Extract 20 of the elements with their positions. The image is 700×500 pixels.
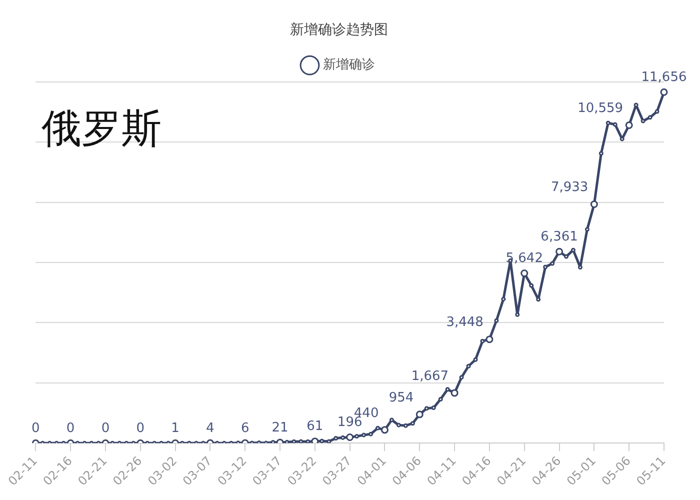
data-label: 5,642 — [506, 251, 543, 266]
chart-title: 新增确诊趋势图 — [290, 22, 388, 38]
data-label: 6 — [240, 420, 250, 436]
data-label: 3,448 — [446, 315, 484, 330]
data-label: 1 — [171, 421, 180, 436]
data-label: 4 — [206, 420, 214, 436]
data-label: 0 — [32, 421, 40, 436]
data-label: 10,559 — [578, 101, 624, 116]
data-label: 11,656 — [641, 70, 687, 86]
legend-label: 新增确诊 — [322, 58, 375, 73]
data-label: 1,667 — [411, 368, 449, 384]
data-label: 0 — [66, 421, 75, 436]
data-label: 6,361 — [540, 229, 578, 244]
data-label: 61 — [306, 419, 324, 434]
data-label: 7,933 — [550, 180, 588, 196]
data-label: 0 — [136, 421, 145, 436]
data-label: 954 — [388, 390, 414, 406]
annotation: 俄罗斯 — [42, 106, 162, 152]
data-label: 21 — [272, 420, 288, 436]
data-label: 0 — [101, 421, 110, 436]
